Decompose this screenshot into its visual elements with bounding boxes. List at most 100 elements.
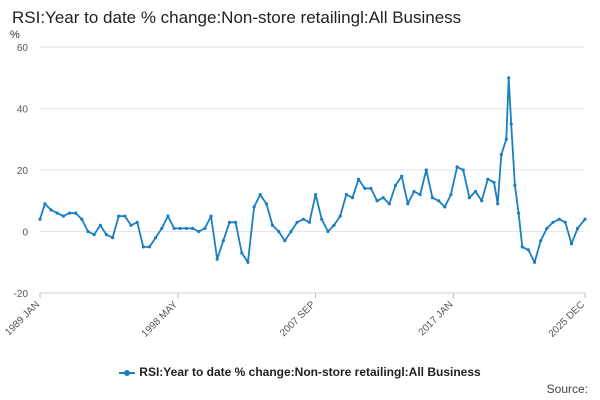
data-point[interactable] bbox=[320, 217, 324, 221]
data-point[interactable] bbox=[191, 226, 195, 230]
data-point[interactable] bbox=[443, 205, 447, 209]
data-point[interactable] bbox=[117, 214, 121, 218]
data-point[interactable] bbox=[172, 226, 176, 230]
data-point[interactable] bbox=[369, 186, 373, 190]
data-point[interactable] bbox=[258, 193, 262, 197]
data-point[interactable] bbox=[67, 211, 72, 215]
data-point[interactable] bbox=[295, 220, 299, 224]
data-point[interactable] bbox=[496, 202, 500, 206]
data-point[interactable] bbox=[147, 245, 152, 249]
legend[interactable]: RSI:Year to date % change:Non-store reta… bbox=[0, 365, 600, 379]
data-point[interactable] bbox=[283, 239, 287, 243]
data-point[interactable] bbox=[43, 202, 47, 206]
data-point[interactable] bbox=[381, 196, 385, 200]
data-point[interactable] bbox=[135, 220, 139, 224]
data-point[interactable] bbox=[557, 217, 561, 221]
data-point[interactable] bbox=[314, 193, 318, 197]
data-point[interactable] bbox=[551, 220, 555, 224]
data-point[interactable] bbox=[507, 76, 511, 80]
data-point[interactable] bbox=[270, 223, 275, 227]
data-point[interactable] bbox=[98, 223, 102, 227]
data-point[interactable] bbox=[178, 226, 182, 230]
data-point[interactable] bbox=[129, 223, 133, 227]
data-point[interactable] bbox=[55, 211, 59, 215]
data-point[interactable] bbox=[563, 220, 567, 224]
data-point[interactable] bbox=[307, 220, 311, 224]
data-point[interactable] bbox=[234, 220, 238, 224]
data-point[interactable] bbox=[480, 199, 484, 203]
data-point[interactable] bbox=[123, 214, 127, 218]
data-point[interactable] bbox=[406, 202, 410, 206]
data-point[interactable] bbox=[38, 217, 42, 221]
data-point[interactable] bbox=[517, 211, 521, 215]
data-point[interactable] bbox=[289, 229, 293, 234]
data-point[interactable] bbox=[49, 208, 53, 212]
data-point[interactable] bbox=[393, 183, 398, 187]
data-point[interactable] bbox=[61, 214, 65, 218]
data-point[interactable] bbox=[455, 165, 459, 169]
data-point[interactable] bbox=[264, 202, 268, 206]
data-point[interactable] bbox=[301, 217, 305, 221]
data-point[interactable] bbox=[418, 193, 422, 197]
data-point[interactable] bbox=[504, 137, 508, 141]
data-point[interactable] bbox=[74, 211, 78, 215]
data-point[interactable] bbox=[424, 168, 428, 172]
data-point[interactable] bbox=[227, 220, 232, 224]
data-point[interactable] bbox=[92, 233, 96, 237]
data-point[interactable] bbox=[154, 236, 158, 240]
y-axis-ticks: -20 0 20 40 60 bbox=[14, 43, 29, 300]
data-point[interactable] bbox=[363, 186, 367, 190]
data-point[interactable] bbox=[221, 239, 225, 243]
data-point[interactable] bbox=[111, 236, 115, 240]
data-point[interactable] bbox=[412, 189, 416, 194]
x-tick-label: 1989 JAN bbox=[3, 299, 42, 338]
data-point[interactable] bbox=[387, 202, 391, 206]
data-point[interactable] bbox=[357, 177, 361, 181]
data-point[interactable] bbox=[467, 196, 471, 200]
data-point[interactable] bbox=[449, 193, 453, 197]
x-tick-label: 2007 SEP bbox=[278, 299, 318, 339]
data-point[interactable] bbox=[545, 226, 549, 230]
legend-line-icon bbox=[119, 368, 136, 378]
data-point[interactable] bbox=[499, 153, 503, 157]
data-point[interactable] bbox=[576, 226, 580, 230]
data-point[interactable] bbox=[203, 226, 207, 230]
data-point[interactable] bbox=[473, 189, 478, 194]
data-point[interactable] bbox=[430, 196, 434, 200]
data-point[interactable] bbox=[375, 199, 379, 203]
data-point[interactable] bbox=[166, 214, 170, 218]
data-point[interactable] bbox=[526, 248, 531, 252]
data-point[interactable] bbox=[338, 214, 342, 218]
data-point[interactable] bbox=[513, 183, 517, 187]
data-point[interactable] bbox=[400, 174, 404, 178]
data-point[interactable] bbox=[533, 260, 537, 264]
data-point[interactable] bbox=[583, 217, 587, 221]
data-point[interactable] bbox=[197, 229, 201, 234]
data-point[interactable] bbox=[86, 229, 90, 234]
data-point[interactable] bbox=[160, 226, 164, 230]
data-point[interactable] bbox=[215, 257, 219, 261]
data-point[interactable] bbox=[209, 214, 213, 218]
data-point[interactable] bbox=[277, 229, 281, 234]
data-point[interactable] bbox=[486, 177, 490, 181]
data-point[interactable] bbox=[80, 217, 84, 221]
data-point[interactable] bbox=[492, 180, 496, 184]
data-point[interactable] bbox=[520, 245, 524, 249]
data-point[interactable] bbox=[252, 205, 256, 209]
x-tick-label: 2025 DEC bbox=[547, 299, 587, 339]
legend-label: RSI:Year to date % change:Non-store reta… bbox=[139, 365, 481, 379]
data-point[interactable] bbox=[104, 233, 108, 237]
data-point[interactable] bbox=[569, 242, 574, 246]
data-point[interactable] bbox=[332, 223, 336, 227]
data-point[interactable] bbox=[350, 196, 355, 200]
data-point[interactable] bbox=[246, 260, 250, 264]
data-point[interactable] bbox=[326, 229, 330, 234]
data-point[interactable] bbox=[437, 199, 441, 203]
data-point[interactable] bbox=[539, 239, 543, 243]
data-point[interactable] bbox=[344, 193, 348, 197]
data-point[interactable] bbox=[461, 168, 465, 172]
data-point[interactable] bbox=[509, 122, 513, 126]
data-point[interactable] bbox=[240, 251, 244, 255]
data-point[interactable] bbox=[184, 226, 188, 230]
data-point[interactable] bbox=[141, 245, 145, 249]
